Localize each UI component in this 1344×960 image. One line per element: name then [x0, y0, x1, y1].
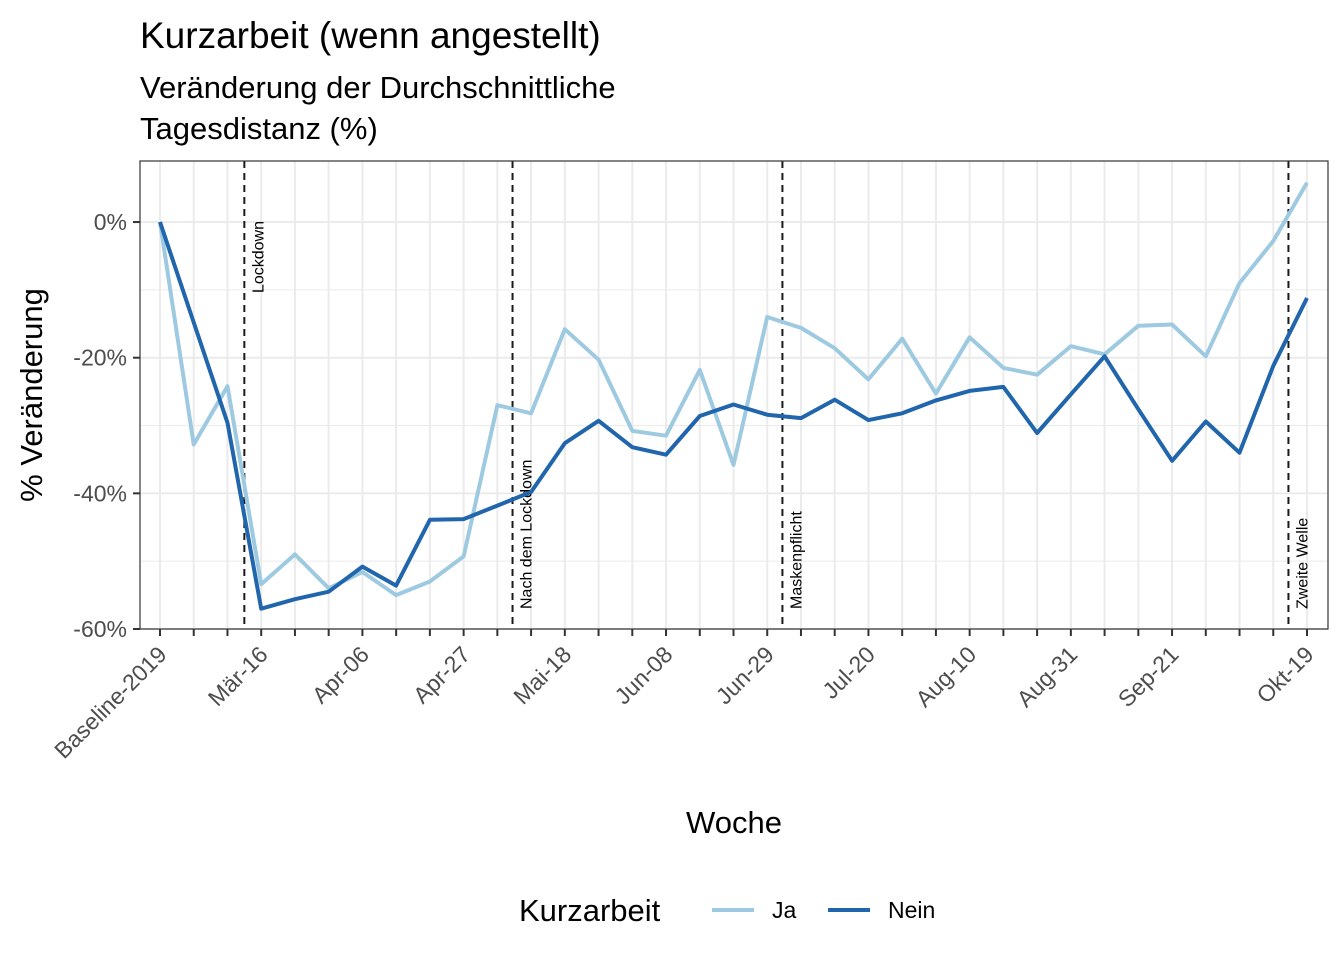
x-tick-label: Apr-27 [408, 641, 475, 708]
legend-title: Kurzarbeit [519, 893, 661, 928]
x-tick-label: Aug-10 [910, 641, 981, 712]
x-tick-label: Aug-31 [1012, 641, 1083, 712]
x-tick-label: Apr-06 [307, 641, 374, 708]
event-label: Zweite Welle [1294, 518, 1311, 609]
x-axis: Baseline-2019 Mär-16 Apr-06 Apr-27 Mai-18 Jun… [49, 629, 1319, 764]
y-axis-title: % Veränderung [14, 288, 49, 502]
chart-title: Kurzarbeit (wenn angestellt) [140, 15, 601, 56]
legend: Kurzarbeit Ja Nein [519, 893, 935, 928]
series-lines [158, 181, 1309, 611]
y-axis: 0% -20% -40% -60% [73, 209, 140, 642]
x-tick-label: Jun-08 [609, 641, 677, 709]
x-tick-label: Sep-21 [1113, 641, 1184, 712]
legend-label-nein: Nein [888, 897, 935, 923]
y-tick-label: -40% [73, 480, 127, 506]
event-markers: Lockdown Nach dem Lockdown Maskenpflicht Zw… [243, 161, 1311, 629]
x-tick-label: Okt-19 [1251, 641, 1318, 708]
chart-subtitle-line-2: Tagesdistanz (%) [140, 111, 378, 146]
event-label: Nach dem Lockdown [519, 460, 536, 609]
x-tick-label: Baseline-2019 [49, 641, 171, 763]
y-tick-label: 0% [94, 209, 127, 235]
x-tick-label: Mai-18 [508, 641, 576, 709]
legend-label-ja: Ja [772, 897, 797, 923]
x-tick-label: Jul-20 [817, 641, 880, 704]
y-tick-label: -20% [73, 345, 127, 371]
event-label: Lockdown [250, 221, 267, 293]
y-tick-label: -60% [73, 616, 127, 642]
x-tick-label: Mär-16 [203, 641, 273, 711]
x-tick-label: Jun-29 [711, 641, 779, 709]
event-label: Maskenpflicht [788, 511, 805, 609]
gridlines [140, 161, 1328, 630]
series-line-nein [158, 221, 1309, 611]
chart-subtitle-line-1: Veränderung der Durchschnittliche [140, 70, 616, 105]
x-axis-title: Woche [686, 805, 782, 840]
